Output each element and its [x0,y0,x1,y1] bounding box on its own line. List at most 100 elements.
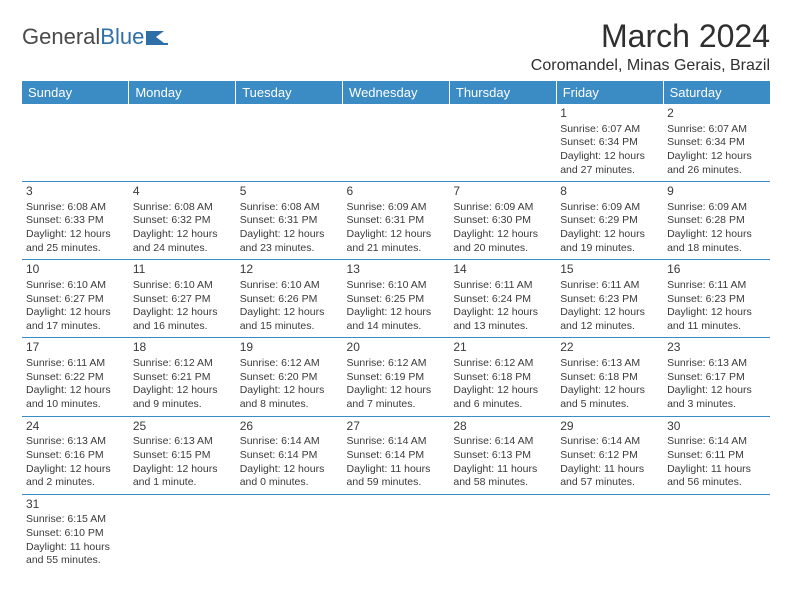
day-number: 10 [26,262,125,278]
daylight-line: Daylight: 12 hours and 7 minutes. [347,384,446,411]
day-number: 17 [26,340,125,356]
daylight-line: Daylight: 11 hours and 56 minutes. [667,463,766,490]
calendar-cell: 13Sunrise: 6:10 AMSunset: 6:25 PMDayligh… [343,260,450,338]
sunrise-line: Sunrise: 6:07 AM [560,123,659,137]
sunrise-line: Sunrise: 6:11 AM [560,279,659,293]
calendar-cell [236,104,343,182]
sunset-line: Sunset: 6:21 PM [133,371,232,385]
sunset-line: Sunset: 6:10 PM [26,527,125,541]
calendar-cell: 19Sunrise: 6:12 AMSunset: 6:20 PMDayligh… [236,338,343,416]
calendar-cell: 1Sunrise: 6:07 AMSunset: 6:34 PMDaylight… [556,104,663,182]
sunset-line: Sunset: 6:25 PM [347,293,446,307]
day-number: 5 [240,184,339,200]
sunset-line: Sunset: 6:11 PM [667,449,766,463]
daylight-line: Daylight: 12 hours and 11 minutes. [667,306,766,333]
sunset-line: Sunset: 6:23 PM [667,293,766,307]
calendar-cell: 11Sunrise: 6:10 AMSunset: 6:27 PMDayligh… [129,260,236,338]
sunset-line: Sunset: 6:27 PM [133,293,232,307]
sunrise-line: Sunrise: 6:14 AM [240,435,339,449]
day-number: 15 [560,262,659,278]
day-number: 31 [26,497,125,513]
sunrise-line: Sunrise: 6:09 AM [347,201,446,215]
sunrise-line: Sunrise: 6:09 AM [453,201,552,215]
sunrise-line: Sunrise: 6:11 AM [453,279,552,293]
calendar-cell: 9Sunrise: 6:09 AMSunset: 6:28 PMDaylight… [663,182,770,260]
weekday-wednesday: Wednesday [343,81,450,104]
weekday-monday: Monday [129,81,236,104]
daylight-line: Daylight: 11 hours and 55 minutes. [26,541,125,568]
daylight-line: Daylight: 12 hours and 27 minutes. [560,150,659,177]
sunset-line: Sunset: 6:12 PM [560,449,659,463]
sunset-line: Sunset: 6:31 PM [347,214,446,228]
sunrise-line: Sunrise: 6:12 AM [133,357,232,371]
day-number: 28 [453,419,552,435]
daylight-line: Daylight: 12 hours and 23 minutes. [240,228,339,255]
calendar-cell: 7Sunrise: 6:09 AMSunset: 6:30 PMDaylight… [449,182,556,260]
day-number: 21 [453,340,552,356]
day-number: 3 [26,184,125,200]
sunrise-line: Sunrise: 6:09 AM [667,201,766,215]
daylight-line: Daylight: 12 hours and 24 minutes. [133,228,232,255]
calendar-cell: 30Sunrise: 6:14 AMSunset: 6:11 PMDayligh… [663,416,770,494]
calendar-cell [556,494,663,572]
sunrise-line: Sunrise: 6:12 AM [453,357,552,371]
sunrise-line: Sunrise: 6:14 AM [347,435,446,449]
sunset-line: Sunset: 6:18 PM [453,371,552,385]
sunset-line: Sunset: 6:19 PM [347,371,446,385]
daylight-line: Daylight: 12 hours and 6 minutes. [453,384,552,411]
sunset-line: Sunset: 6:18 PM [560,371,659,385]
calendar-cell: 29Sunrise: 6:14 AMSunset: 6:12 PMDayligh… [556,416,663,494]
sunrise-line: Sunrise: 6:08 AM [133,201,232,215]
sunset-line: Sunset: 6:34 PM [667,136,766,150]
calendar-cell: 16Sunrise: 6:11 AMSunset: 6:23 PMDayligh… [663,260,770,338]
calendar-cell: 18Sunrise: 6:12 AMSunset: 6:21 PMDayligh… [129,338,236,416]
calendar-cell: 12Sunrise: 6:10 AMSunset: 6:26 PMDayligh… [236,260,343,338]
weekday-saturday: Saturday [663,81,770,104]
sunset-line: Sunset: 6:16 PM [26,449,125,463]
calendar-cell: 21Sunrise: 6:12 AMSunset: 6:18 PMDayligh… [449,338,556,416]
day-number: 6 [347,184,446,200]
calendar-cell: 3Sunrise: 6:08 AMSunset: 6:33 PMDaylight… [22,182,129,260]
calendar-cell [343,104,450,182]
calendar-cell: 26Sunrise: 6:14 AMSunset: 6:14 PMDayligh… [236,416,343,494]
calendar-cell: 8Sunrise: 6:09 AMSunset: 6:29 PMDaylight… [556,182,663,260]
weekday-header-row: Sunday Monday Tuesday Wednesday Thursday… [22,81,770,104]
calendar-cell [129,494,236,572]
location: Coromandel, Minas Gerais, Brazil [531,57,770,75]
sunset-line: Sunset: 6:15 PM [133,449,232,463]
calendar-cell [22,104,129,182]
sunrise-line: Sunrise: 6:11 AM [667,279,766,293]
weekday-tuesday: Tuesday [236,81,343,104]
day-number: 19 [240,340,339,356]
day-number: 27 [347,419,446,435]
daylight-line: Daylight: 12 hours and 2 minutes. [26,463,125,490]
sunrise-line: Sunrise: 6:14 AM [560,435,659,449]
calendar-row: 17Sunrise: 6:11 AMSunset: 6:22 PMDayligh… [22,338,770,416]
calendar-table: Sunday Monday Tuesday Wednesday Thursday… [22,81,770,572]
calendar-row: 1Sunrise: 6:07 AMSunset: 6:34 PMDaylight… [22,104,770,182]
weekday-friday: Friday [556,81,663,104]
sunrise-line: Sunrise: 6:09 AM [560,201,659,215]
sunset-line: Sunset: 6:27 PM [26,293,125,307]
daylight-line: Daylight: 12 hours and 25 minutes. [26,228,125,255]
daylight-line: Daylight: 12 hours and 16 minutes. [133,306,232,333]
sunrise-line: Sunrise: 6:08 AM [26,201,125,215]
daylight-line: Daylight: 12 hours and 14 minutes. [347,306,446,333]
header: GeneralBlue March 2024 Coromandel, Minas… [22,18,770,75]
calendar-cell: 17Sunrise: 6:11 AMSunset: 6:22 PMDayligh… [22,338,129,416]
sunset-line: Sunset: 6:17 PM [667,371,766,385]
sunrise-line: Sunrise: 6:12 AM [347,357,446,371]
calendar-cell: 5Sunrise: 6:08 AMSunset: 6:31 PMDaylight… [236,182,343,260]
sunrise-line: Sunrise: 6:13 AM [133,435,232,449]
sunset-line: Sunset: 6:34 PM [560,136,659,150]
sunrise-line: Sunrise: 6:10 AM [347,279,446,293]
month-title: March 2024 [531,18,770,55]
daylight-line: Daylight: 11 hours and 59 minutes. [347,463,446,490]
logo: GeneralBlue [22,18,168,50]
sunset-line: Sunset: 6:28 PM [667,214,766,228]
daylight-line: Daylight: 11 hours and 57 minutes. [560,463,659,490]
day-number: 12 [240,262,339,278]
sunrise-line: Sunrise: 6:10 AM [240,279,339,293]
day-number: 22 [560,340,659,356]
sunset-line: Sunset: 6:13 PM [453,449,552,463]
